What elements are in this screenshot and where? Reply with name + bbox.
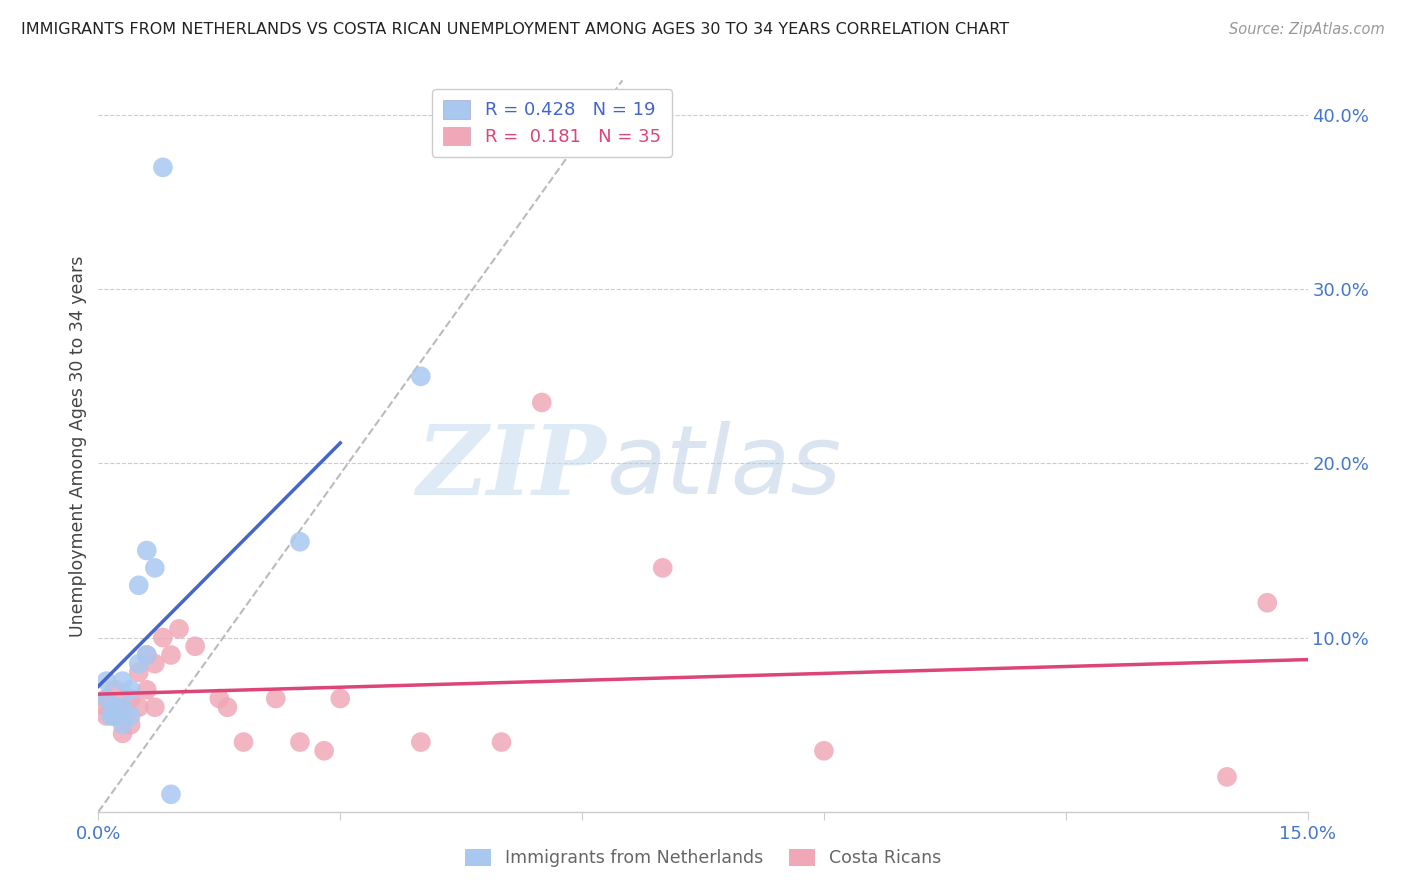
Point — [651, 561, 673, 575]
Point — [1216, 770, 1239, 784]
Point — [96, 691, 118, 706]
Point — [314, 744, 336, 758]
Point — [288, 534, 311, 549]
Point — [264, 691, 287, 706]
Point — [217, 700, 239, 714]
Point — [143, 700, 166, 714]
Point — [232, 735, 254, 749]
Point — [409, 369, 432, 384]
Point — [530, 395, 553, 409]
Point — [103, 700, 125, 714]
Point — [120, 709, 142, 723]
Point — [100, 709, 122, 723]
Point — [409, 735, 432, 749]
Point — [135, 682, 157, 697]
Point — [135, 648, 157, 662]
Point — [160, 648, 183, 662]
Point — [111, 700, 134, 714]
Point — [111, 700, 134, 714]
Point — [143, 657, 166, 671]
Y-axis label: Unemployment Among Ages 30 to 34 years: Unemployment Among Ages 30 to 34 years — [69, 255, 87, 637]
Point — [1256, 596, 1278, 610]
Point — [96, 691, 118, 706]
Point — [329, 691, 352, 706]
Point — [96, 709, 118, 723]
Point — [813, 744, 835, 758]
Text: Source: ZipAtlas.com: Source: ZipAtlas.com — [1229, 22, 1385, 37]
Text: atlas: atlas — [606, 421, 841, 515]
Point — [208, 691, 231, 706]
Legend: R = 0.428   N = 19, R =  0.181   N = 35: R = 0.428 N = 19, R = 0.181 N = 35 — [432, 89, 672, 157]
Point — [160, 787, 183, 801]
Point — [103, 700, 125, 714]
Point — [143, 561, 166, 575]
Point — [111, 717, 134, 731]
Point — [128, 657, 150, 671]
Legend: Immigrants from Netherlands, Costa Ricans: Immigrants from Netherlands, Costa Rican… — [458, 842, 948, 874]
Point — [167, 622, 190, 636]
Point — [103, 709, 125, 723]
Point — [120, 691, 142, 706]
Point — [120, 717, 142, 731]
Point — [96, 700, 118, 714]
Text: ZIP: ZIP — [416, 421, 606, 515]
Text: IMMIGRANTS FROM NETHERLANDS VS COSTA RICAN UNEMPLOYMENT AMONG AGES 30 TO 34 YEAR: IMMIGRANTS FROM NETHERLANDS VS COSTA RIC… — [21, 22, 1010, 37]
Point — [128, 665, 150, 680]
Point — [120, 682, 142, 697]
Point — [184, 640, 207, 654]
Point — [135, 543, 157, 558]
Point — [128, 700, 150, 714]
Point — [152, 631, 174, 645]
Point — [152, 161, 174, 175]
Point — [135, 648, 157, 662]
Point — [103, 682, 125, 697]
Point — [103, 709, 125, 723]
Point — [96, 674, 118, 689]
Point — [288, 735, 311, 749]
Point — [111, 674, 134, 689]
Point — [128, 578, 150, 592]
Point — [491, 735, 513, 749]
Point — [111, 726, 134, 740]
Point — [111, 709, 134, 723]
